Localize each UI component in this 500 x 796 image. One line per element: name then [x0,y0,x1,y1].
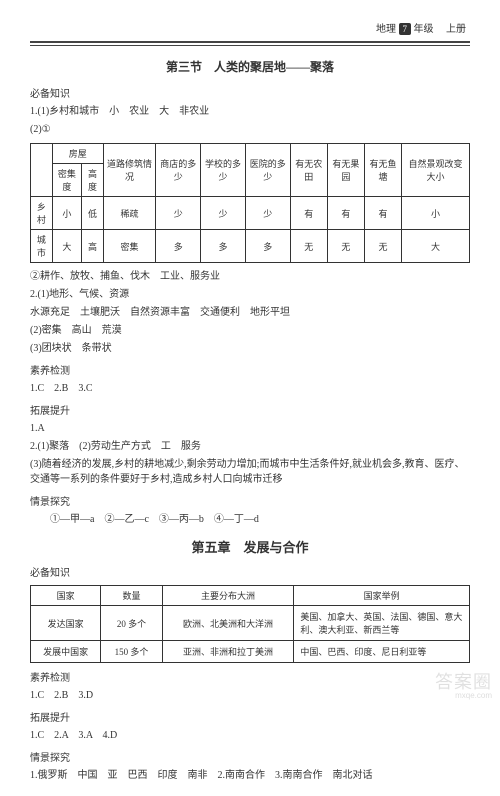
t2-h1: 数量 [101,586,162,606]
t1-r1c8: 无 [327,230,364,263]
t2-r0c2: 欧洲、北美洲和大洋洲 [162,606,294,641]
s3-line3: ②耕作、放牧、捕鱼、伐木 工业、服务业 [30,269,470,284]
t2-r0c1: 20 多个 [101,606,162,641]
s3-test-ans: 1.C 2.B 3.C [30,381,470,396]
t1-h0 [31,144,53,197]
t1-r0c2: 低 [82,197,104,230]
s3-ext-ans1: 1.A [30,421,470,436]
t1-h1: 房屋 [52,144,103,164]
s3-scene-label: 情景探究 [30,493,470,508]
t2-r1c3: 中国、巴西、印度、尼日利亚等 [294,641,470,663]
header-grade-suffix: 年级 [414,24,434,35]
t2-h0: 国家 [31,586,101,606]
t2-r0c3: 美国、加拿大、英国、法国、德国、意大利、澳大利亚、新西兰等 [294,606,470,641]
header-subject: 地理 [376,24,396,35]
t1-r1c1: 大 [52,230,81,263]
t2-r1c0: 发展中国家 [31,641,101,663]
s3-line6: (2)密集 高山 荒漠 [30,323,470,338]
t1-h3: 道路修筑情况 [103,144,156,197]
t1-h4: 商店的多少 [156,144,201,197]
c5-test-label: 素养检测 [30,669,470,684]
t1-h8: 有无果园 [327,144,364,197]
t1-r0c1: 小 [52,197,81,230]
t1-r0c4: 少 [156,197,201,230]
t1-r1c9: 无 [364,230,401,263]
t1-r0c3: 稀疏 [103,197,156,230]
s3-line5: 水源充足 土壤肥沃 自然资源丰富 交通便利 地形平坦 [30,305,470,320]
t2-h3: 国家举例 [294,586,470,606]
t2-h2: 主要分布大洲 [162,586,294,606]
t1-r0c8: 有 [327,197,364,230]
t1-sh2: 高度 [82,164,104,197]
t1-r0c9: 有 [364,197,401,230]
c5-scene-label: 情景探究 [30,749,470,764]
s3-line2: (2)① [30,122,470,137]
c5-ext-label: 拓展提升 [30,709,470,724]
s3-line7: (3)团块状 条带状 [30,341,470,356]
section3-title: 第三节 人类的聚居地——聚落 [30,58,470,75]
header-volume: 上册 [446,24,466,35]
header-grade: 7 [399,23,412,35]
c5-scene-ans: 1.俄罗斯 中国 亚 巴西 印度 南非 2.南南合作 3.南南合作 南北对话 [30,768,470,783]
t2-r1c2: 亚洲、非洲和拉丁美洲 [162,641,294,663]
s3-ext-ans3: (3)随着经济的发展,乡村的耕地减少,剩余劳动力增加;而城市中生活条件好,就业机… [30,457,470,487]
s3-ext-ans2: 2.(1)聚落 (2)劳动生产方式 工 服务 [30,439,470,454]
s3-test-label: 素养检测 [30,362,470,377]
c5-test-ans: 1.C 2.B 3.D [30,688,470,703]
c5-req-label: 必备知识 [30,564,470,579]
page-header: 地理 7 年级 上册 [30,20,470,35]
t1-r1c0: 城市 [31,230,53,263]
header-rule [30,41,470,46]
section3-req-label: 必备知识 [30,85,470,100]
t2-r0c0: 发达国家 [31,606,101,641]
t1-r1c2: 高 [82,230,104,263]
s3-line4: 2.(1)地形、气候、资源 [30,287,470,302]
t1-r0c5: 少 [201,197,246,230]
c5-ext-ans: 1.C 2.A 3.A 4.D [30,728,470,743]
s3-table1: 房屋 道路修筑情况 商店的多少 学校的多少 医院的多少 有无农田 有无果园 有无… [30,143,470,263]
t1-r1c3: 密集 [103,230,156,263]
chapter5-title: 第五章 发展与合作 [30,537,470,556]
t1-r1c7: 无 [290,230,327,263]
s3-line1: 1.(1)乡村和城市 小 农业 大 非农业 [30,104,470,119]
t1-r1c6: 多 [245,230,290,263]
t1-r1c4: 多 [156,230,201,263]
t1-r1c10: 大 [402,230,470,263]
t1-h7: 有无农田 [290,144,327,197]
t1-r0c10: 小 [402,197,470,230]
t1-r1c5: 多 [201,230,246,263]
s3-ext-label: 拓展提升 [30,402,470,417]
t2-r1c1: 150 多个 [101,641,162,663]
t1-sh1: 密集度 [52,164,81,197]
t1-r0c0: 乡村 [31,197,53,230]
s3-scene-ans: ①—甲—a ②—乙—c ③—丙—b ④—丁—d [30,512,470,527]
t1-r0c6: 少 [245,197,290,230]
t1-h10: 自然景观改变大小 [402,144,470,197]
t1-h5: 学校的多少 [201,144,246,197]
t1-r0c7: 有 [290,197,327,230]
t1-h6: 医院的多少 [245,144,290,197]
t1-h9: 有无鱼塘 [364,144,401,197]
c5-table2: 国家 数量 主要分布大洲 国家举例 发达国家 20 多个 欧洲、北美洲和大洋洲 … [30,585,470,663]
watermark-sub: mxqe.com [455,691,492,700]
